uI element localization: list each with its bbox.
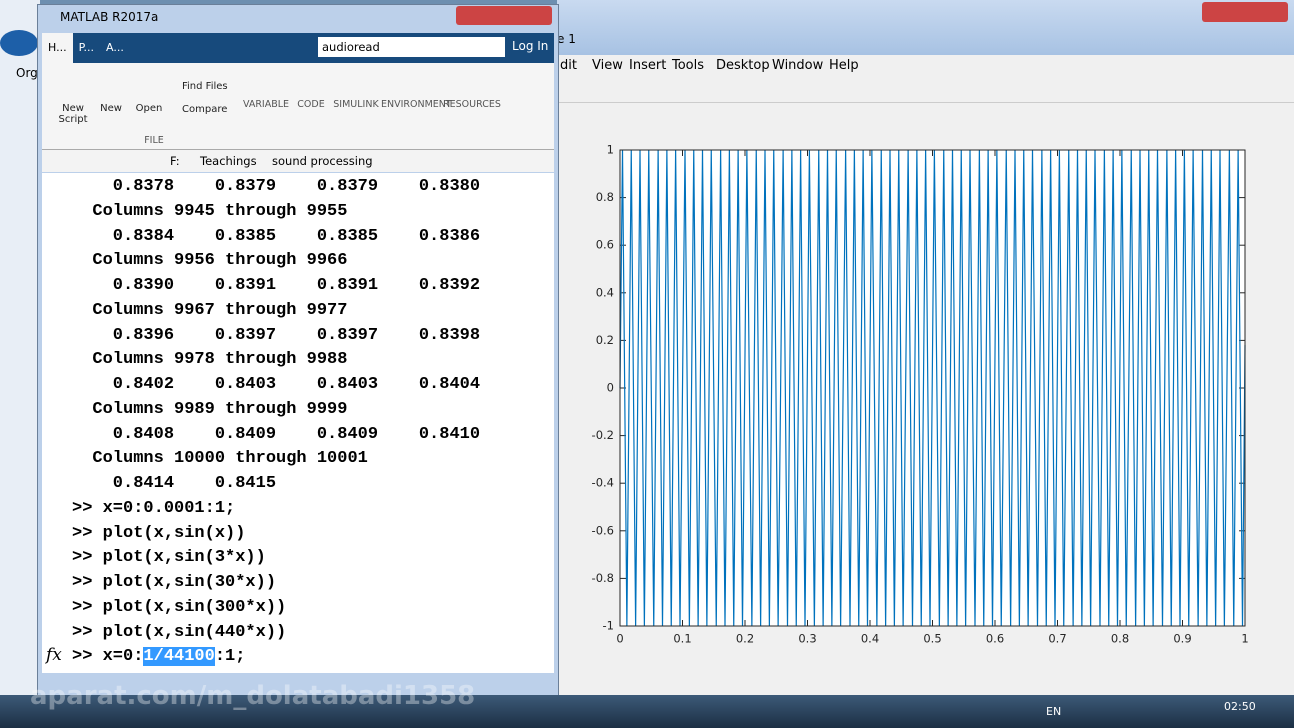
toolstrip-button[interactable]: New	[100, 103, 122, 114]
command-line: 0.8414 0.8415	[72, 474, 277, 493]
input-selected: 1/44100	[143, 647, 215, 667]
x-tick-label: 0.3	[798, 632, 816, 646]
x-tick-label: 0	[616, 632, 623, 646]
toolstrip-button[interactable]: Compare	[182, 104, 228, 115]
x-tick-label: 1	[1241, 632, 1248, 646]
y-tick-label: -0.8	[592, 571, 614, 585]
tab[interactable]: A...	[106, 41, 124, 54]
y-tick-label: -0.6	[592, 523, 614, 537]
section-label: FILE	[144, 135, 164, 146]
matlab-window: MATLAB R2017a H... P... A... audioread Log…	[37, 4, 559, 698]
x-tick-label: 0.9	[1173, 632, 1191, 646]
command-line: Columns 9978 through 9988	[72, 350, 348, 370]
login-button[interactable]: Log In	[512, 39, 549, 53]
command-line: Columns 9989 through 9999	[72, 399, 348, 419]
command-line: Columns 9956 through 9966	[72, 251, 348, 271]
toolstrip-button[interactable]: Find Files	[182, 81, 228, 92]
figure-titlebar: e 1	[557, 0, 1294, 55]
command-line: 0.8396 0.8397 0.8397 0.8398	[72, 325, 481, 345]
toolstrip-group[interactable]: ENVIRONMENT	[381, 99, 452, 110]
back-button[interactable]	[0, 30, 38, 56]
tab[interactable]: H...	[42, 33, 73, 63]
desktop-label: Org	[16, 66, 38, 80]
toolstrip-button[interactable]: Open	[135, 103, 163, 114]
command-line: 0.8402 0.8403 0.8403 0.8404	[72, 375, 481, 394]
desktop: Org	[0, 0, 40, 695]
clock[interactable]: 02:50	[1224, 700, 1256, 713]
y-tick-label: 0	[607, 381, 614, 395]
input-before: >> x=0:	[72, 647, 144, 667]
figure-title: e 1	[557, 32, 576, 46]
x-tick-label: 0.5	[923, 632, 941, 646]
command-line: >> plot(x,sin(3*x))	[72, 548, 266, 568]
command-window[interactable]: 0.8378 0.8379 0.8379 0.8380 Columns 9945…	[42, 173, 554, 673]
command-line: 0.8408 0.8409 0.8409 0.8410	[72, 424, 481, 444]
command-line: 0.8390 0.8391 0.8391 0.8392	[72, 276, 481, 295]
matlab-title: MATLAB R2017a	[60, 10, 159, 24]
fx-icon: fx	[46, 645, 62, 665]
figure-menu: dit View Insert Tools Desktop Window Help	[557, 58, 1294, 78]
command-line: 0.8384 0.8385 0.8385 0.8386	[72, 226, 481, 246]
command-line: Columns 10000 through 10001	[72, 449, 368, 469]
menu-item[interactable]: Insert	[629, 58, 667, 73]
command-line: >> plot(x,sin(440*x))	[72, 622, 287, 642]
menu-item[interactable]: View	[592, 58, 623, 73]
menu-item[interactable]: Tools	[672, 58, 705, 73]
command-line: >> plot(x,sin(30*x))	[72, 573, 277, 592]
command-line: 0.8378 0.8379 0.8379 0.8380	[72, 177, 481, 196]
y-tick-label: -0.2	[592, 428, 614, 442]
window-controls[interactable]	[1202, 2, 1288, 22]
command-line: Columns 9967 through 9977	[72, 300, 348, 320]
axes-frame	[619, 149, 1246, 627]
menu-item[interactable]: Window	[772, 58, 824, 73]
tab[interactable]: P...	[78, 41, 94, 54]
input-after: :1;	[214, 647, 246, 667]
toolstrip-group[interactable]: CODE	[297, 99, 325, 110]
y-tick-label: -1	[603, 619, 614, 633]
x-tick-label: 0.2	[736, 632, 754, 646]
language[interactable]: EN	[1046, 705, 1062, 718]
menu-item[interactable]: dit	[560, 58, 577, 73]
toolstrip-button[interactable]: New Script	[58, 103, 88, 125]
command-input[interactable]: >> x=0: 1/44100:1;	[72, 647, 246, 667]
path-segment[interactable]: Teachings	[200, 154, 257, 168]
toolstrip-group[interactable]: RESOURCES	[443, 99, 501, 110]
path-bar: F: Teachings sound processing	[42, 150, 554, 172]
search-box[interactable]: audioread	[318, 37, 505, 57]
command-line: Columns 9945 through 9955	[72, 201, 348, 221]
x-tick-label: 0.4	[861, 632, 879, 646]
y-tick-label: 0.4	[596, 285, 614, 299]
taskbar: aparat.com/m_dolatabadi1358 EN 02:50	[0, 681, 1294, 728]
y-tick-label: 0.8	[596, 190, 614, 204]
toolstrip: New Script New Open Find Files Compare FILE VA…	[42, 63, 554, 150]
command-line: >> plot(x,sin(x))	[72, 523, 246, 543]
command-line: >> x=0:0.0001:1;	[72, 498, 236, 518]
y-tick-label: 0.2	[596, 333, 614, 347]
x-tick-label: 0.7	[1048, 632, 1066, 646]
plot-area: 0 0.1 0.2 0.3 0.4 0.5 0.6 0.7 0.8 0.9 1 -1 -0.8 -0.6 -…	[592, 143, 1249, 646]
window-controls[interactable]	[456, 6, 552, 25]
line-series	[619, 149, 1246, 627]
figure-toolbar	[557, 80, 1294, 103]
command-line: >> plot(x,sin(300*x))	[72, 597, 287, 617]
menu-item[interactable]: Desktop	[716, 58, 770, 73]
y-tick-label: 1	[607, 143, 614, 157]
toolstrip-group[interactable]: SIMULINK	[333, 99, 379, 110]
x-tick-label: 0.8	[1111, 632, 1129, 646]
path-segment[interactable]: F:	[170, 154, 180, 168]
x-tick-label: 0.6	[986, 632, 1004, 646]
watermark: aparat.com/m_dolatabadi1358	[30, 681, 476, 711]
x-tick-label: 0.1	[673, 632, 691, 646]
path-segment[interactable]: sound processing	[272, 154, 373, 168]
menu-item[interactable]: Help	[829, 58, 859, 73]
y-tick-label: -0.4	[592, 476, 614, 490]
y-tick-label: 0.6	[596, 238, 614, 252]
tab-strip: H... P... A... audioread Log In	[42, 33, 554, 63]
toolstrip-group[interactable]: VARIABLE	[242, 99, 290, 110]
